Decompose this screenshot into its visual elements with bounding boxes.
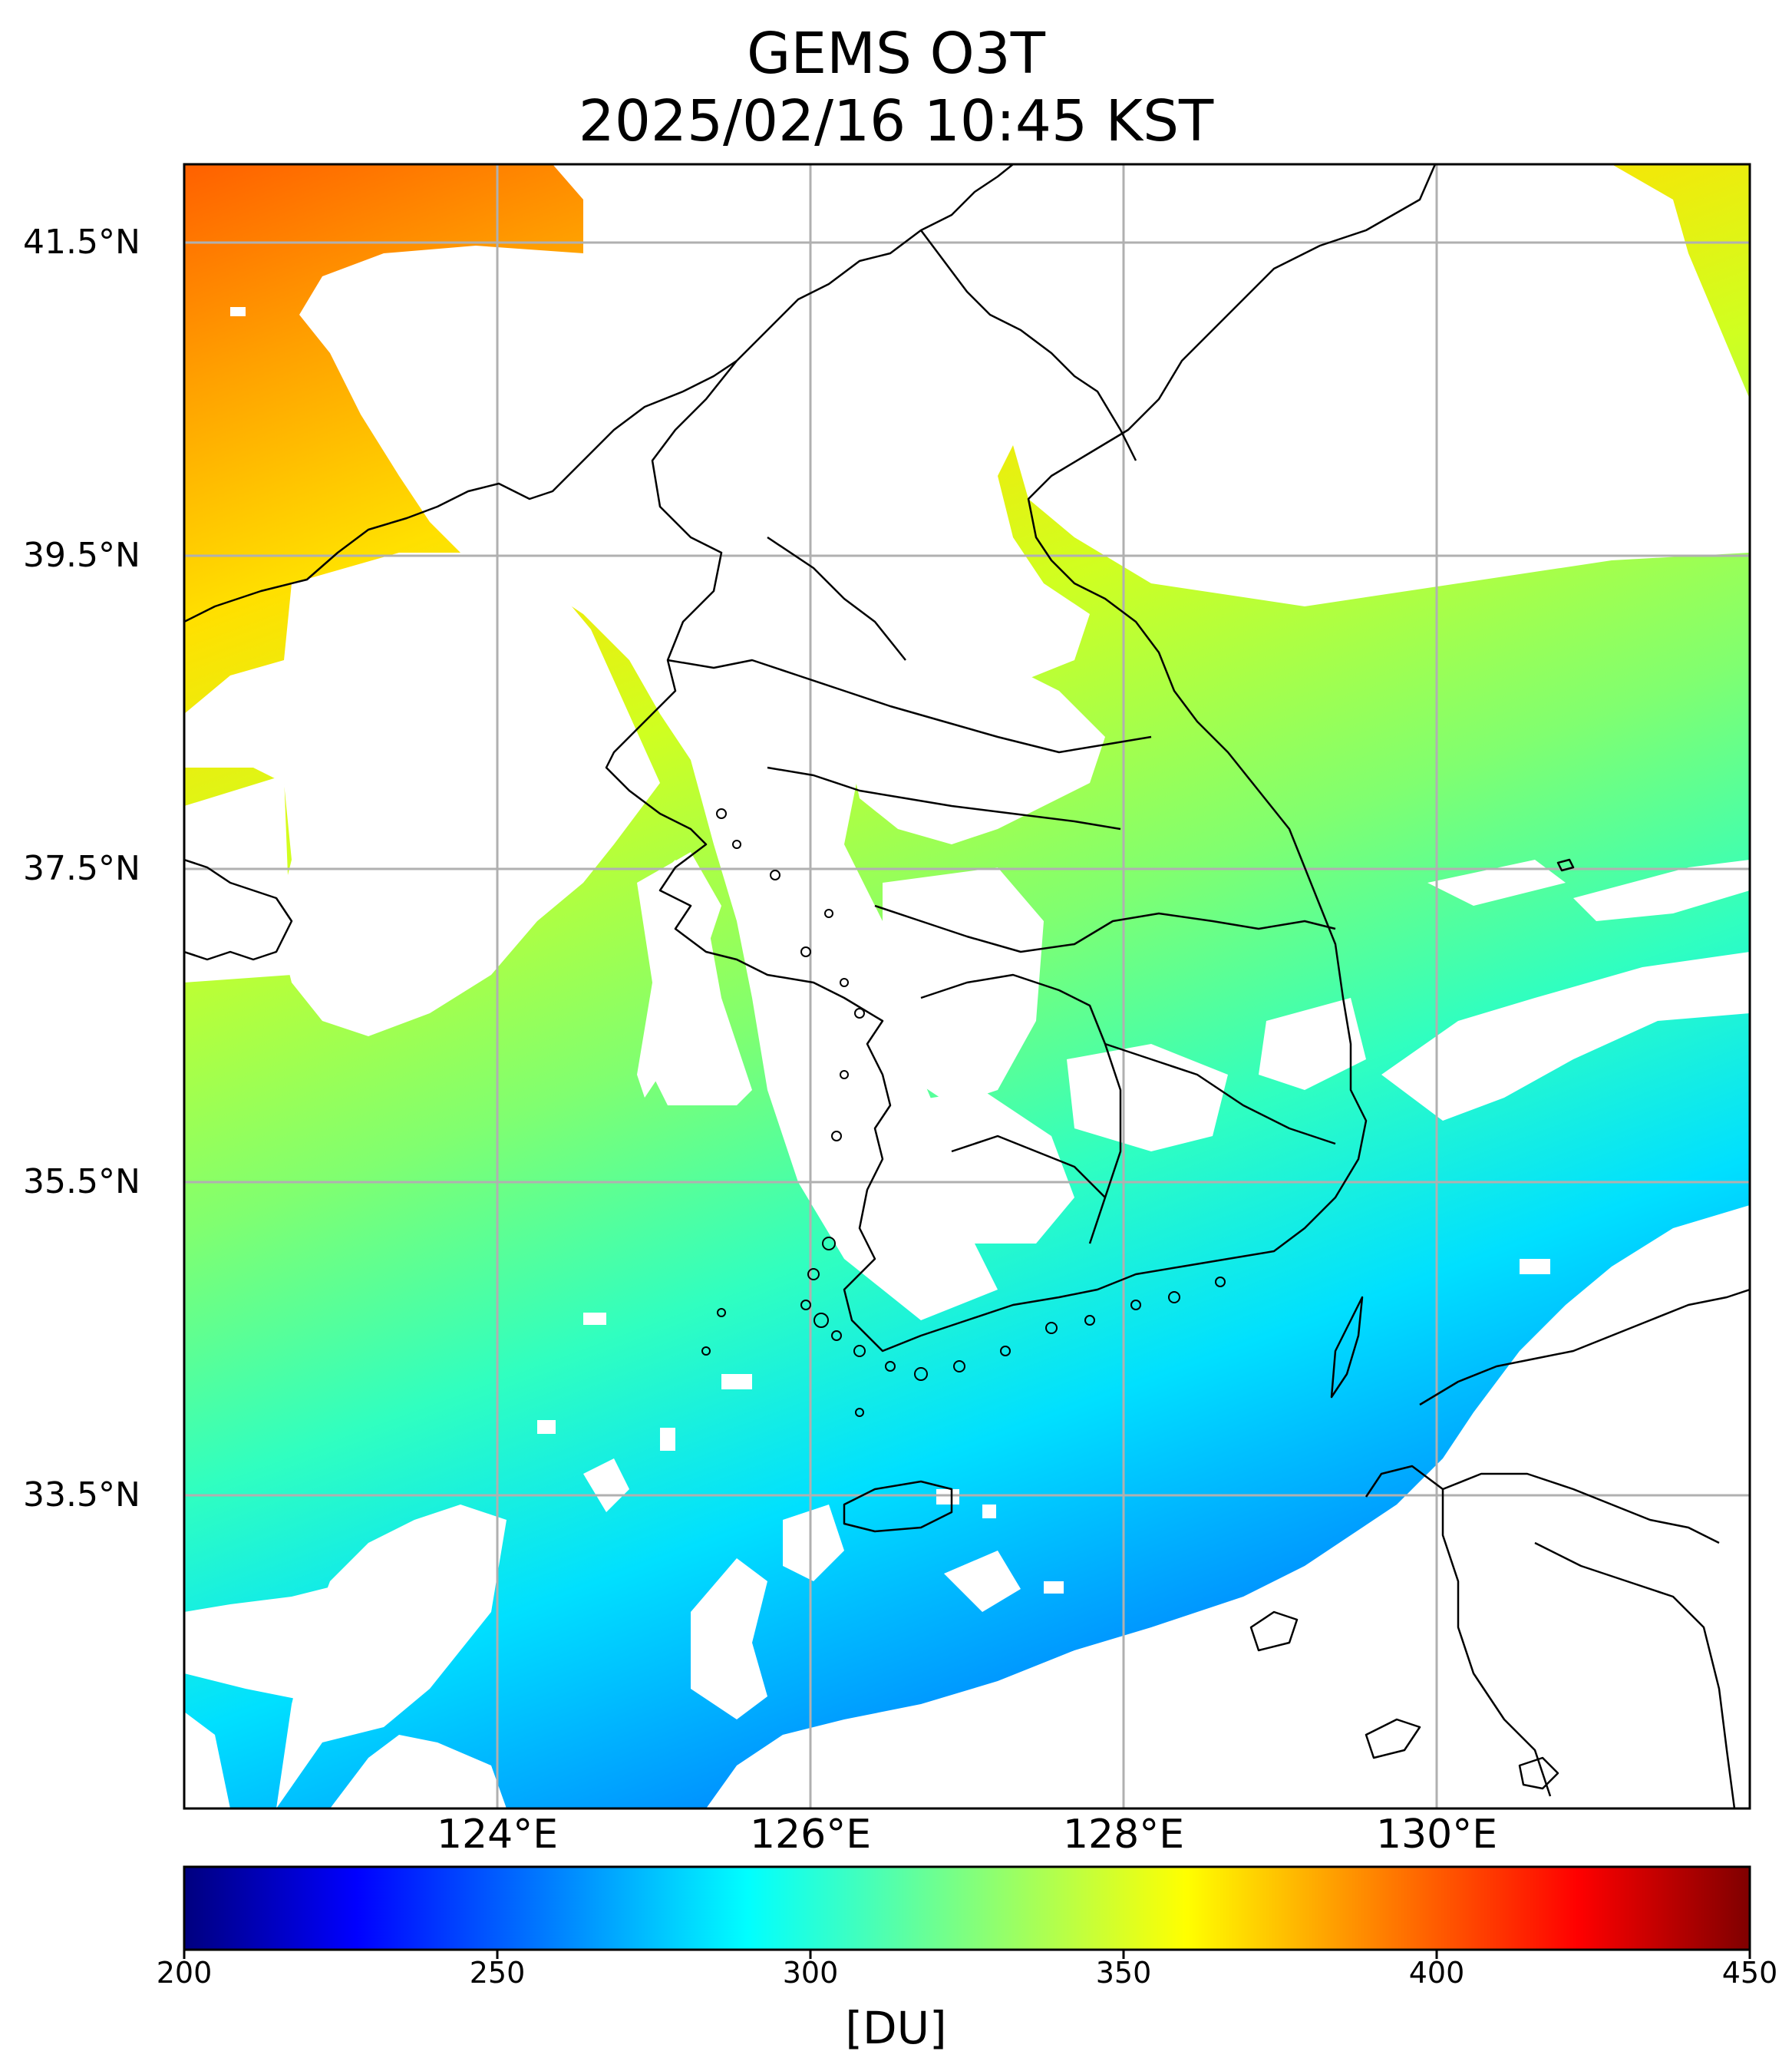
lat-label-41-5: 41.5°N: [23, 223, 140, 262]
lon-label-126: 126°E: [749, 1812, 872, 1858]
missing-data-regions: [184, 164, 1750, 1808]
map-area: [184, 164, 1750, 1808]
lon-label-130: 130°E: [1375, 1812, 1498, 1858]
gridlines: [184, 164, 1750, 1808]
map-frame: [183, 163, 1751, 1810]
lon-label-128: 128°E: [1062, 1812, 1185, 1858]
colorbar-tick-450: 450: [1721, 1956, 1778, 1990]
lon-label-124: 124°E: [436, 1812, 559, 1858]
map-title: GEMS O3T: [747, 21, 1045, 87]
colorbar-tick-300: 300: [782, 1956, 839, 1990]
lat-label-37-5: 37.5°N: [23, 849, 140, 888]
map-timestamp: 2025/02/16 10:45 KST: [578, 88, 1214, 154]
coastlines-borders: [184, 164, 1750, 1808]
lat-label-33-5: 33.5°N: [23, 1475, 140, 1514]
colorbar-tick-350: 350: [1095, 1956, 1152, 1990]
colorbar-tick-250: 250: [469, 1956, 526, 1990]
colorbar-unit-label: [DU]: [845, 2002, 947, 2054]
lat-label-39-5: 39.5°N: [23, 536, 140, 575]
island-clusters: [701, 808, 1226, 1417]
colorbar: [183, 1865, 1751, 1951]
colorbar-tick-200: 200: [156, 1956, 213, 1990]
lat-label-35-5: 35.5°N: [23, 1162, 140, 1201]
colorbar-ticks: [183, 1950, 1751, 1959]
colorbar-tick-400: 400: [1408, 1956, 1465, 1990]
missing-data-speckles: [200, 276, 1711, 1594]
